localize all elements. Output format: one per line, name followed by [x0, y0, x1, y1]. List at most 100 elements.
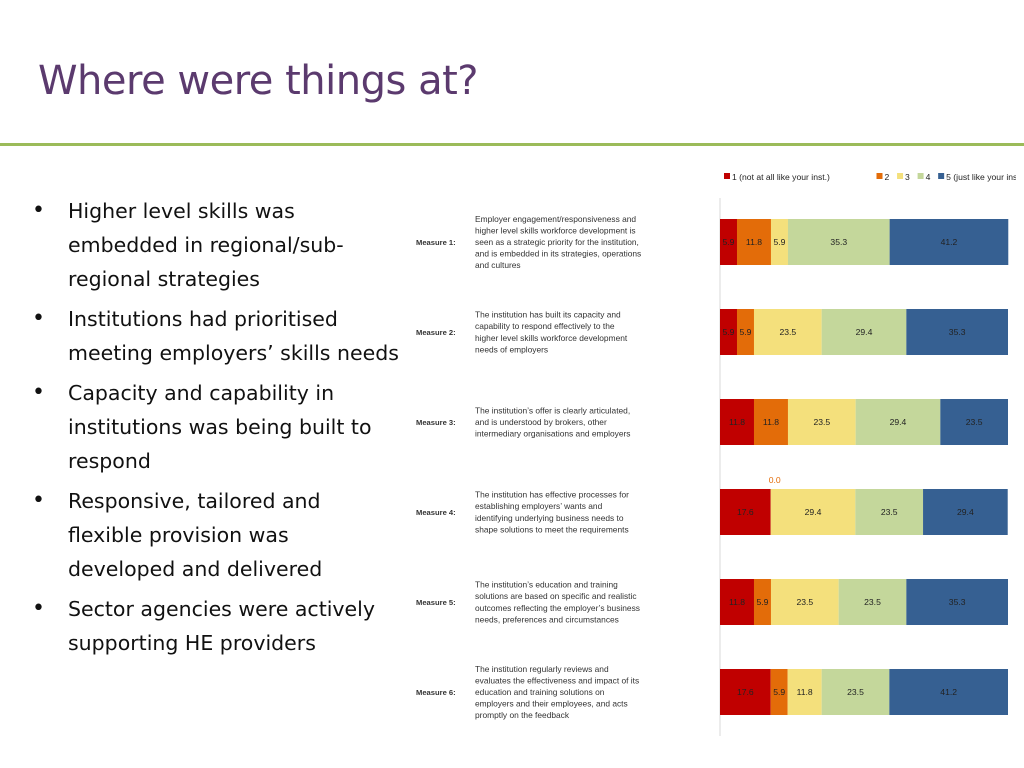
measure-label: Measure 6: — [416, 688, 456, 697]
category-description: evaluates the effectiveness and impact o… — [475, 675, 639, 685]
bar-segment — [787, 399, 856, 445]
data-label: 35.3 — [830, 237, 847, 247]
category-description: capability to respond effectively to the — [475, 321, 615, 331]
data-label: 11.8 — [729, 417, 745, 427]
data-label: 23.5 — [881, 507, 898, 517]
bar-segment — [736, 309, 754, 355]
data-label: 23.5 — [796, 597, 813, 607]
category-description: The institution’s offer is clearly artic… — [475, 405, 630, 415]
legend-swatch — [938, 173, 945, 179]
data-label: 17.6 — [737, 687, 754, 697]
data-label: 5.9 — [773, 237, 785, 247]
bar-segment — [736, 219, 771, 265]
bar-segment — [770, 489, 856, 535]
data-label: 5.9 — [723, 327, 735, 337]
title-divider — [0, 143, 1024, 146]
data-label: 5.9 — [757, 597, 769, 607]
data-label: 5.9 — [740, 327, 752, 337]
category-description: higher level skills workforce developmen… — [475, 333, 628, 343]
category-description: needs, preferences and circumstances — [475, 614, 619, 624]
bar-segment — [720, 309, 737, 355]
legend-swatch — [876, 173, 883, 179]
data-label: 29.4 — [957, 507, 974, 517]
category-description: higher level skills workforce developmen… — [475, 225, 636, 235]
bar-segment — [889, 219, 1009, 265]
bullet-item: Sector agencies were actively supporting… — [30, 592, 400, 660]
data-label: 23.5 — [779, 327, 796, 337]
legend-swatch — [897, 173, 904, 179]
bar-segment — [906, 579, 1008, 625]
data-label: 35.3 — [949, 597, 966, 607]
category-description: and cultures — [475, 260, 521, 270]
category-description: and is understood by brokers, other — [475, 417, 607, 427]
data-label: 11.8 — [763, 417, 779, 427]
category-description: needs of employers — [475, 344, 548, 354]
bar-segment — [720, 669, 771, 715]
bullet-item: Responsive, tailored and flexible provis… — [30, 484, 400, 586]
category-description: Employer engagement/responsiveness and — [475, 214, 636, 224]
data-label: 35.3 — [949, 327, 966, 337]
category-description: promptly on the feedback — [475, 710, 570, 720]
bar-segment — [770, 579, 839, 625]
bullet-item: Higher level skills was embedded in regi… — [30, 194, 400, 296]
bullet-item: Institutions had prioritised meeting emp… — [30, 302, 400, 370]
data-label: 11.8 — [797, 687, 813, 697]
bar-segment — [770, 669, 788, 715]
bar-segment — [720, 489, 771, 535]
category-description: The institution has effective processes … — [475, 490, 629, 500]
bar-segment — [923, 489, 1008, 535]
category-description: and is embedded in its strategies, opera… — [475, 249, 641, 259]
category-description: establishing employers’ wants and — [475, 501, 603, 511]
data-label: 29.4 — [890, 417, 907, 427]
measure-label: Measure 4: — [416, 508, 456, 517]
measure-label: Measure 1: — [416, 238, 456, 247]
category-description: intermediary organisations and employers — [475, 429, 630, 439]
legend-label: 1 (not at all like your inst.) — [732, 172, 830, 182]
bar-segment — [720, 399, 754, 445]
legend-swatch — [917, 173, 924, 179]
legend-swatch — [724, 173, 730, 179]
stacked-bar-chart: 1 (not at all like your inst.) 2 3 4 5 (just… — [416, 172, 1016, 736]
category-description: education and training solutions on — [475, 687, 605, 697]
bar-segment — [753, 579, 771, 625]
data-label: 11.8 — [729, 597, 745, 607]
data-label: 29.4 — [805, 507, 822, 517]
bar-segment — [855, 489, 924, 535]
bar-segment — [753, 309, 822, 355]
legend-label: 2 — [885, 172, 890, 182]
bar-segment — [787, 669, 822, 715]
category-description: The institution has built its capacity a… — [475, 310, 621, 320]
data-label: 5.9 — [723, 237, 735, 247]
category-description: outcomes reflecting the employer’s busin… — [475, 603, 640, 613]
bar-segment — [753, 399, 788, 445]
bar-segment — [787, 219, 890, 265]
data-label: 23.5 — [864, 597, 881, 607]
legend-label: 3 — [905, 172, 910, 182]
data-label: 23.5 — [966, 417, 983, 427]
bullet-item: Capacity and capability in institutions … — [30, 376, 400, 478]
bar-segment — [720, 219, 737, 265]
measure-label: Measure 5: — [416, 598, 456, 607]
category-description: employers and their employees, and acts — [475, 699, 628, 709]
data-label: 29.4 — [856, 327, 873, 337]
category-description: shape solutions to meet the requirements — [475, 524, 629, 534]
bar-segment — [940, 399, 1008, 445]
bar-segment — [889, 669, 1008, 715]
category-description: The institution’s education and training — [475, 580, 618, 590]
measure-label: Measure 3: — [416, 418, 456, 427]
data-label: 23.5 — [813, 417, 830, 427]
legend-label: 4 — [926, 172, 931, 182]
bar-segment — [770, 219, 788, 265]
bullet-list: Higher level skills was embedded in regi… — [30, 194, 400, 666]
bar-segment — [821, 309, 907, 355]
bar-segment — [855, 399, 941, 445]
data-label: 41.2 — [941, 237, 958, 247]
category-description: seen as a strategic priority for the ins… — [475, 237, 639, 247]
category-description: The institution regularly reviews and — [475, 664, 609, 674]
slide-title: Where were things at? — [38, 58, 479, 104]
bar-segment — [821, 669, 890, 715]
data-label: 0.0 — [769, 475, 781, 485]
data-label: 41.2 — [940, 687, 957, 697]
bar-segment — [838, 579, 907, 625]
data-label: 5.9 — [773, 687, 785, 697]
